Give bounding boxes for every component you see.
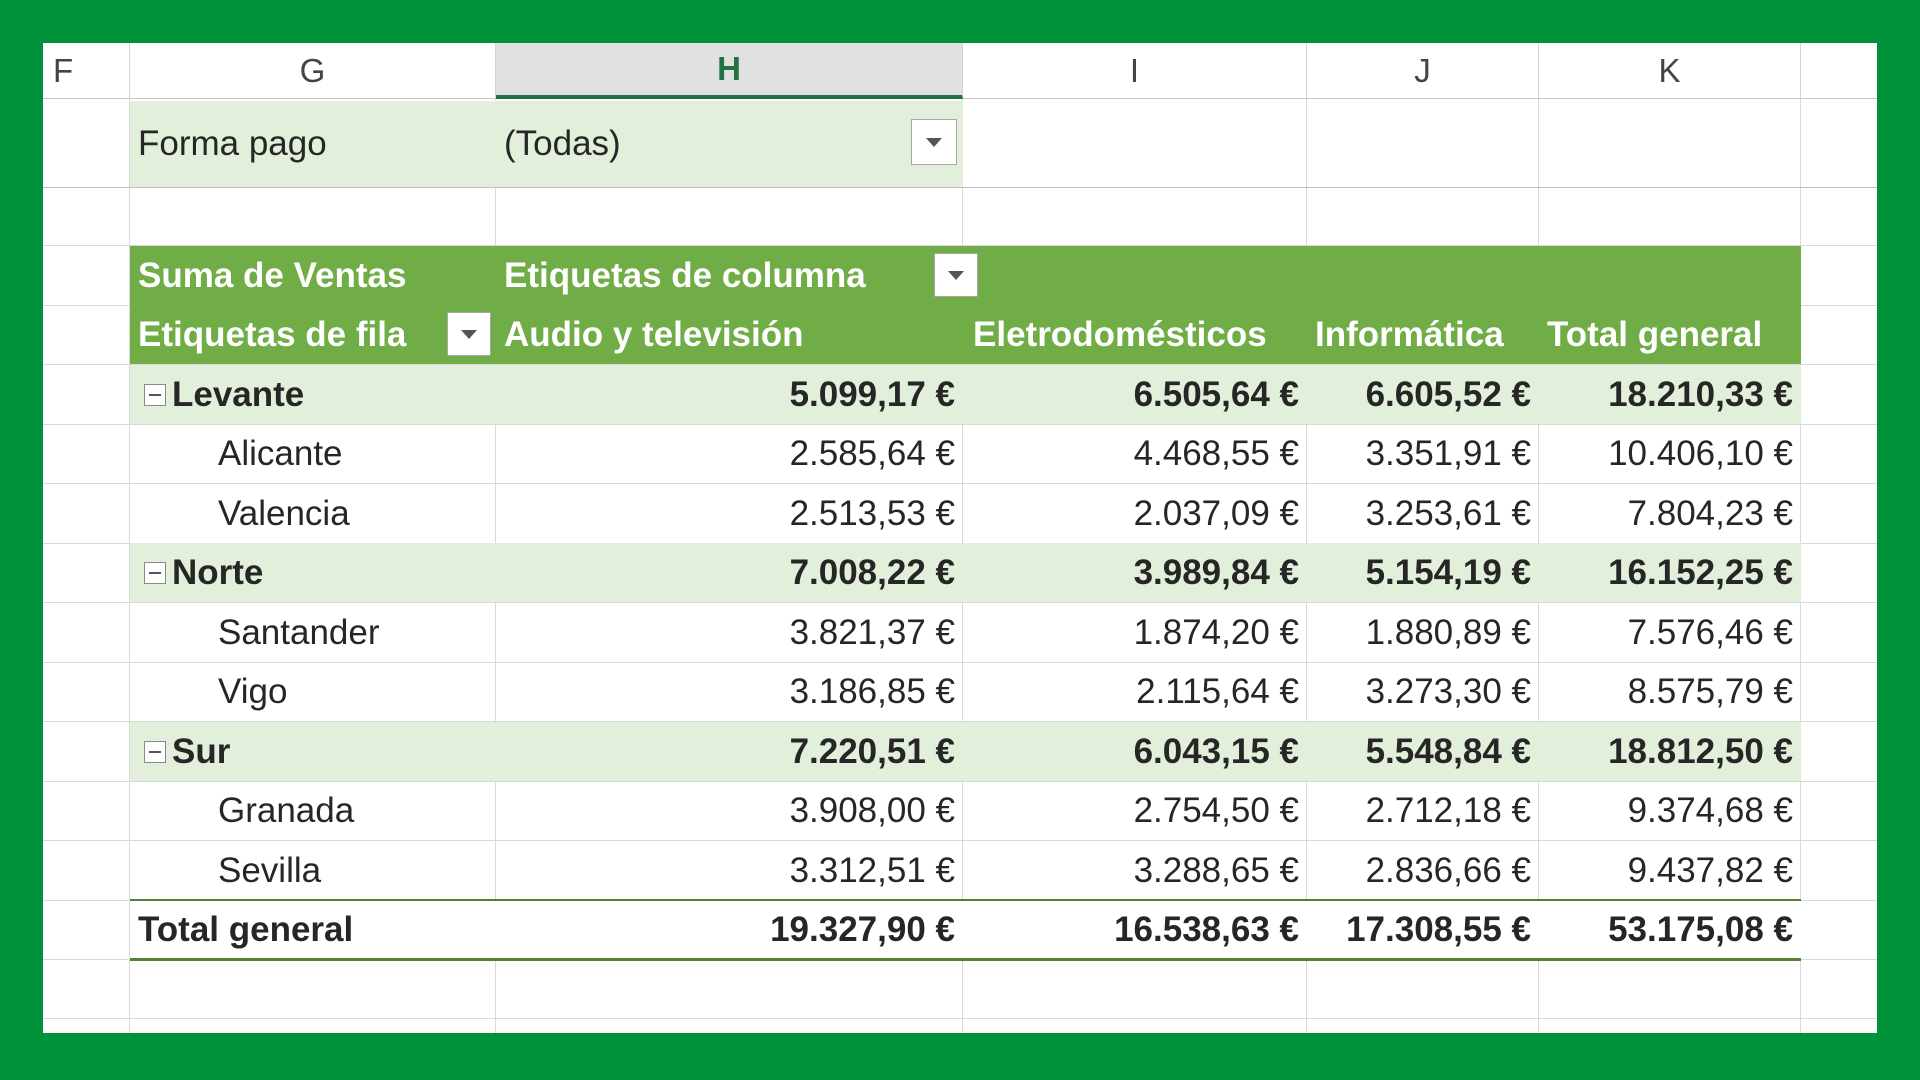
child-row-label: Granada bbox=[218, 790, 355, 830]
pivot-value: 7.804,23 € bbox=[1627, 493, 1793, 533]
pivot-value: 18.210,33 € bbox=[1608, 374, 1793, 414]
group-row-band bbox=[130, 543, 1801, 602]
pivot-value: 2.115,64 € bbox=[1136, 671, 1299, 711]
pivot-value: 2.037,09 € bbox=[1133, 493, 1299, 533]
gridline bbox=[43, 602, 1877, 603]
column-header-i[interactable]: I bbox=[963, 43, 1307, 99]
pivot-value: 7.220,51 € bbox=[789, 731, 955, 771]
gridline bbox=[43, 662, 1877, 663]
gridline bbox=[43, 424, 1877, 425]
child-row-label: Vigo bbox=[218, 671, 288, 711]
collapse-minus-icon[interactable] bbox=[144, 740, 166, 763]
pivot-value: 9.437,82 € bbox=[1627, 850, 1793, 890]
pivot-value: 6.043,15 € bbox=[1133, 731, 1299, 771]
group-row-band bbox=[130, 722, 1801, 781]
pivot-value: 5.548,84 € bbox=[1365, 731, 1531, 771]
pivot-value: 17.308,55 € bbox=[1346, 909, 1531, 949]
group-name: Sur bbox=[172, 731, 231, 771]
pivot-value: 16.538,63 € bbox=[1114, 909, 1299, 949]
child-row-label: Santander bbox=[218, 612, 380, 652]
gridline bbox=[43, 483, 1877, 484]
gridline bbox=[43, 187, 1877, 188]
pivot-column-header: Informática bbox=[1315, 314, 1504, 354]
gridline bbox=[129, 99, 130, 1033]
pivot-value: 3.312,51 € bbox=[789, 850, 955, 890]
pivot-value: 1.874,20 € bbox=[1133, 612, 1299, 652]
pivot-value: 53.175,08 € bbox=[1608, 909, 1793, 949]
group-row-label[interactable]: Levante bbox=[136, 365, 496, 424]
column-header-j[interactable]: J bbox=[1307, 43, 1539, 99]
pivot-value: 6.605,52 € bbox=[1365, 374, 1531, 414]
gridline bbox=[43, 245, 1877, 246]
row-labels-caption: Etiquetas de fila bbox=[138, 314, 407, 354]
gridline bbox=[43, 840, 1877, 841]
grand-total-row bbox=[130, 899, 1801, 961]
pivot-column-header: Eletrodomésticos bbox=[973, 314, 1267, 354]
column-header-g[interactable]: G bbox=[130, 43, 496, 99]
pivot-value: 5.099,17 € bbox=[789, 374, 955, 414]
column-header-l[interactable] bbox=[1801, 43, 1877, 99]
group-row-label[interactable]: Norte bbox=[136, 543, 496, 602]
filter-dropdown-button[interactable] bbox=[911, 119, 957, 165]
pivot-column-header: Total general bbox=[1547, 314, 1763, 354]
pivot-value: 2.513,53 € bbox=[789, 493, 955, 533]
pivot-column-header: Audio y televisión bbox=[504, 314, 804, 354]
pivot-value: 18.812,50 € bbox=[1608, 731, 1793, 771]
pivot-value: 7.008,22 € bbox=[789, 552, 955, 592]
group-row-band bbox=[130, 365, 1801, 424]
report-filter-band bbox=[130, 101, 963, 187]
dropdown-arrow-icon bbox=[461, 329, 477, 339]
pivot-value: 1.880,89 € bbox=[1365, 612, 1531, 652]
pivot-value: 2.836,66 € bbox=[1365, 850, 1531, 890]
pivot-value: 16.152,25 € bbox=[1608, 552, 1793, 592]
pivot-value: 3.253,61 € bbox=[1365, 493, 1531, 533]
pivot-value: 3.273,30 € bbox=[1365, 671, 1531, 711]
pivot-value: 3.908,00 € bbox=[789, 790, 955, 830]
pivot-value: 2.712,18 € bbox=[1365, 790, 1531, 830]
collapse-minus-icon[interactable] bbox=[144, 383, 166, 406]
pivot-value: 2.585,64 € bbox=[789, 433, 955, 473]
pivot-value: 19.327,90 € bbox=[770, 909, 955, 949]
pivot-value: 3.989,84 € bbox=[1133, 552, 1299, 592]
pivot-value: 9.374,68 € bbox=[1627, 790, 1793, 830]
dropdown-arrow-icon bbox=[926, 137, 942, 147]
grand-total-label: Total general bbox=[138, 909, 354, 949]
column-header-k[interactable]: K bbox=[1539, 43, 1801, 99]
column-header-h[interactable]: H bbox=[496, 43, 963, 99]
pivot-value: 3.821,37 € bbox=[789, 612, 955, 652]
pivot-value: 3.288,65 € bbox=[1133, 850, 1299, 890]
pivot-value: 2.754,50 € bbox=[1133, 790, 1299, 830]
pivot-value: 8.575,79 € bbox=[1627, 671, 1793, 711]
group-row-label[interactable]: Sur bbox=[136, 722, 496, 781]
pivot-value: 3.351,91 € bbox=[1365, 433, 1531, 473]
pivot-value: 7.576,46 € bbox=[1627, 612, 1793, 652]
column-labels-caption: Etiquetas de columna bbox=[504, 255, 866, 295]
spreadsheet-sheet: F G H I J K Forma pago (Todas) Suma de V… bbox=[43, 43, 1877, 1033]
child-row-label: Alicante bbox=[218, 433, 343, 473]
dropdown-arrow-icon bbox=[948, 270, 964, 280]
child-row-label: Sevilla bbox=[218, 850, 322, 890]
row-labels-dropdown[interactable] bbox=[447, 312, 491, 356]
group-name: Norte bbox=[172, 552, 264, 592]
child-row-label: Valencia bbox=[218, 493, 350, 533]
group-name: Levante bbox=[172, 374, 305, 414]
collapse-minus-icon[interactable] bbox=[144, 561, 166, 584]
pivot-value: 6.505,64 € bbox=[1133, 374, 1299, 414]
gridline bbox=[43, 364, 1877, 365]
filter-value[interactable]: (Todas) bbox=[504, 124, 621, 163]
column-header-f[interactable]: F bbox=[43, 43, 130, 99]
pivot-value: 10.406,10 € bbox=[1608, 433, 1793, 473]
gridline bbox=[43, 721, 1877, 722]
filter-label: Forma pago bbox=[138, 124, 327, 163]
column-labels-dropdown[interactable] bbox=[934, 253, 978, 297]
pivot-value: 5.154,19 € bbox=[1365, 552, 1531, 592]
values-label: Suma de Ventas bbox=[138, 255, 407, 295]
pivot-value: 3.186,85 € bbox=[789, 671, 955, 711]
gridline bbox=[43, 781, 1877, 782]
pivot-value: 4.468,55 € bbox=[1133, 433, 1299, 473]
gridline bbox=[43, 1018, 1877, 1019]
